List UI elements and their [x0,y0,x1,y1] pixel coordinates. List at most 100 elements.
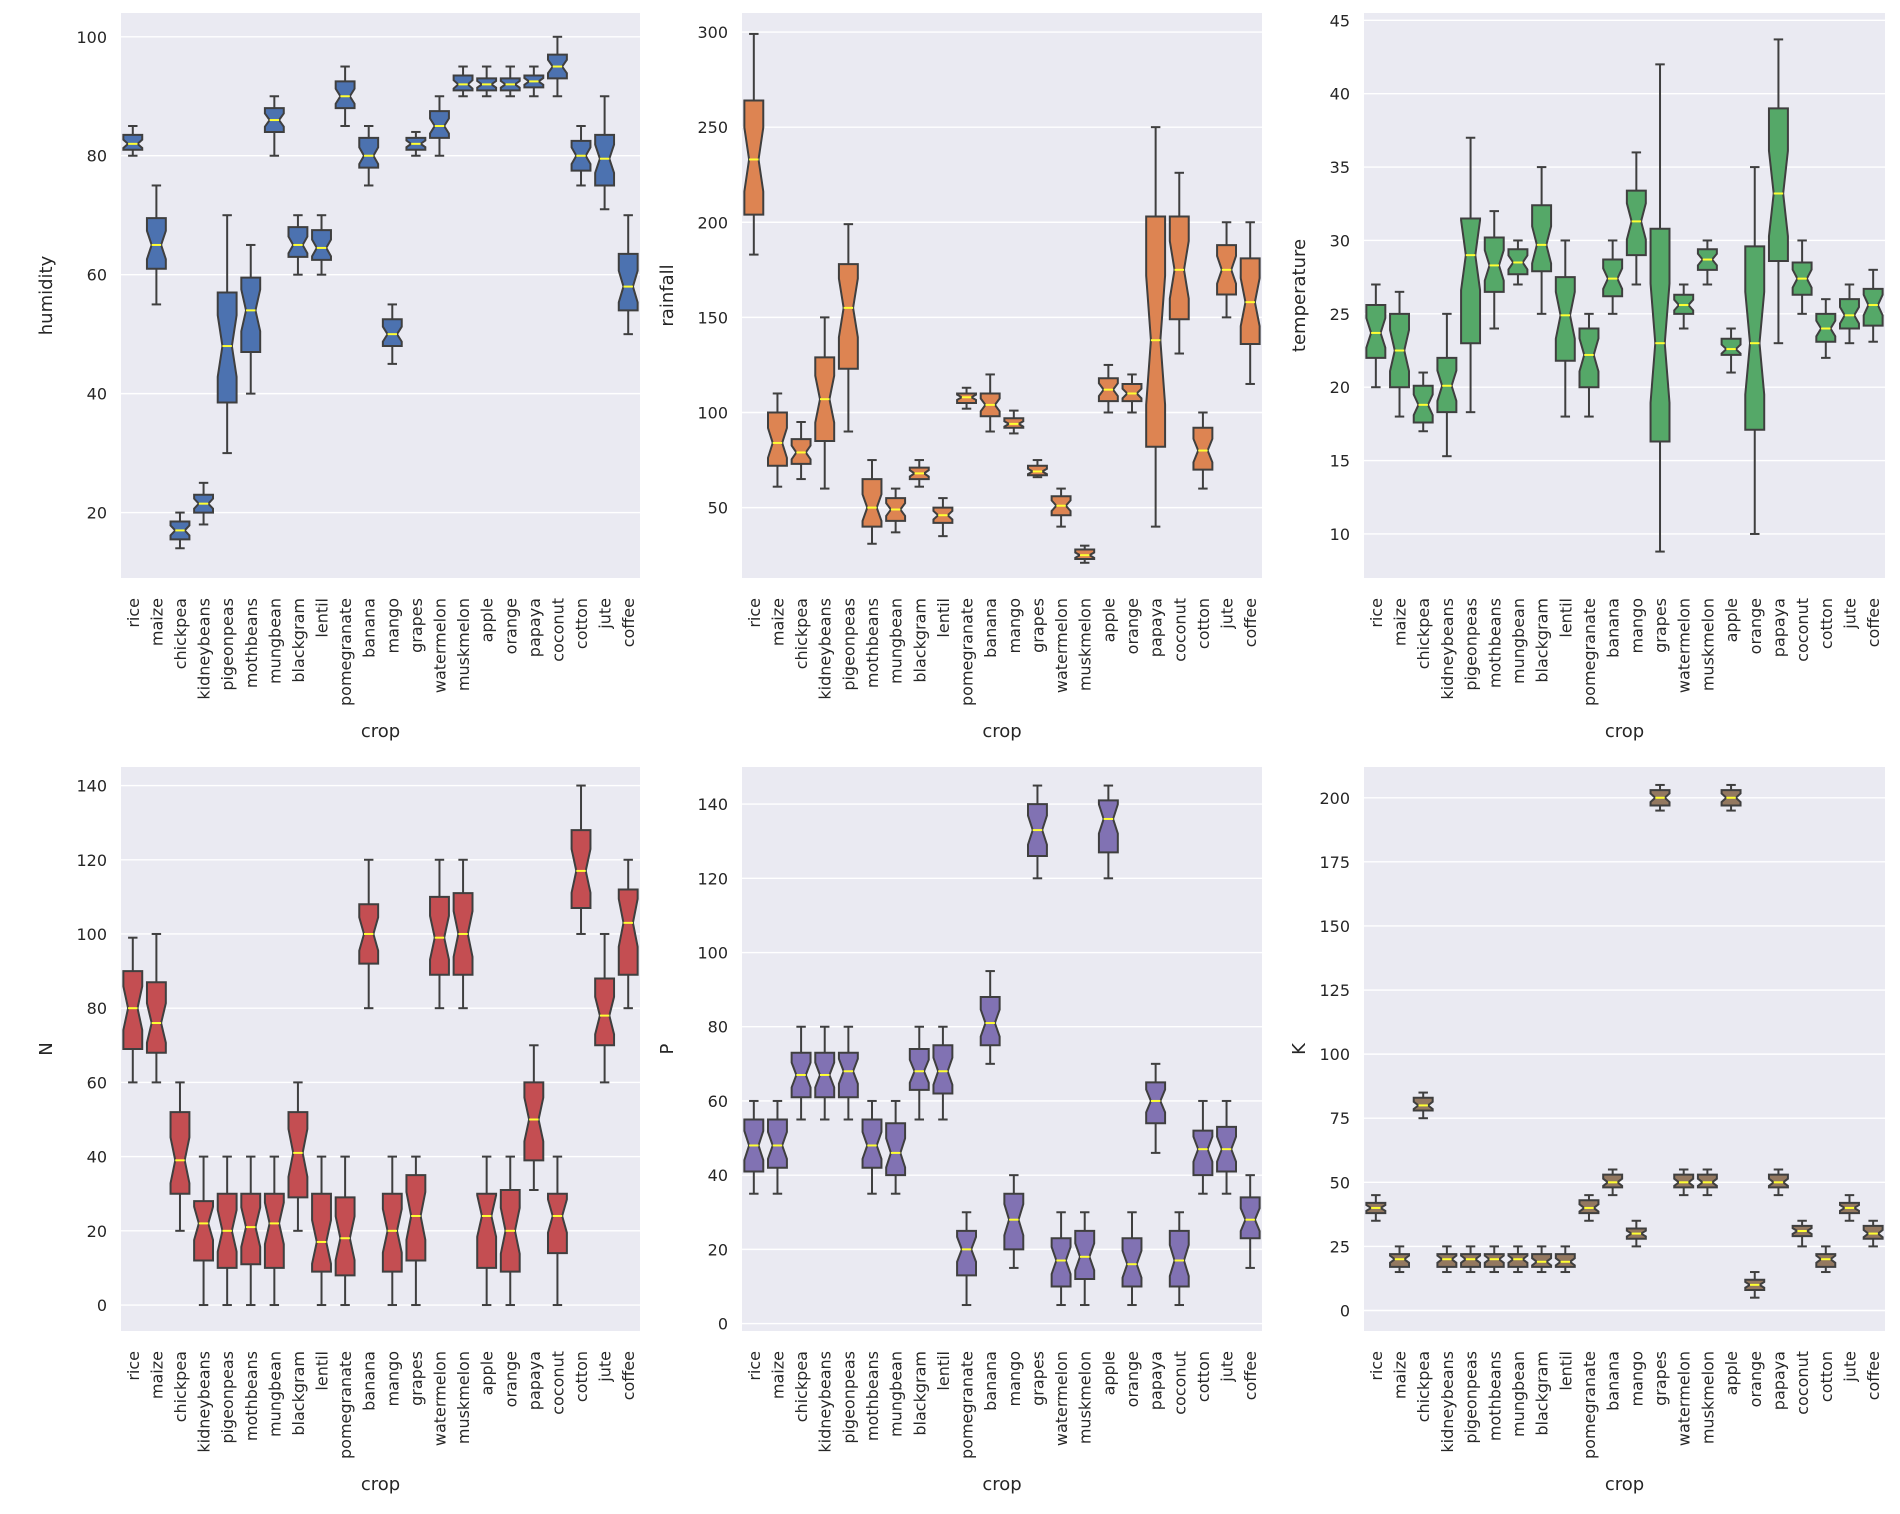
x-tick-label: mothbeans [242,598,261,688]
y-tick-label: 120 [697,869,728,888]
box-mothbeans [1483,1245,1505,1274]
box-cotton [570,125,592,187]
x-tick-label: orange [501,1351,520,1407]
box-body [1839,298,1860,330]
x-tick-label: banana [1604,598,1623,658]
box-rice [1365,1194,1387,1222]
y-tick-label: 150 [1319,917,1350,936]
box-chickpea [790,421,812,481]
box-body [1145,1081,1167,1125]
box-kidneybeans [193,481,215,526]
x-tick-label: lentil [313,1351,332,1391]
box-body [1192,1129,1214,1177]
y-tick-label: 60 [708,1092,728,1111]
box-kidneybeans [814,1025,836,1121]
y-tick-label: 20 [87,504,107,523]
x-tick-label: coffee [1864,598,1883,647]
x-tick-label: kidneybeans [195,1351,214,1453]
box-orange [1744,166,1766,535]
box-body [476,1192,498,1269]
box-body [594,133,616,187]
y-tick-label: 100 [1319,1045,1350,1064]
x-axis-label: crop [1605,721,1644,742]
box-body [743,99,765,216]
box-cotton [1192,411,1214,490]
box-body [932,1044,954,1095]
box-kidneybeans [1436,312,1458,458]
box-body [1436,1253,1458,1268]
y-tick-label: 45 [1330,11,1350,30]
box-banana [1602,1168,1624,1197]
box-jute [594,932,616,1084]
box-banana [979,970,1001,1065]
subplot-P: 0 20 40 60 80 100 120 140 rice maize chickpea kidne… [657,767,1262,1495]
box-lentil [311,1155,332,1307]
y-tick-label: 25 [1330,305,1350,324]
box-pomegranate [334,65,356,127]
box-body [1097,799,1119,854]
subplot-temperature: 10 15 20 25 30 35 40 45 rice maize chickpea kidneyb… [1289,11,1885,742]
box-cotton [1192,1099,1214,1195]
y-axis-label: rainfall [657,264,678,326]
box-maize [1389,1245,1410,1274]
box-mothbeans [240,1155,262,1307]
box-kidneybeans [814,316,836,490]
x-tick-label: kidneybeans [1438,598,1457,700]
box-body [1720,337,1742,356]
box-pigeonpeas [1460,1245,1482,1274]
y-tick-label: 100 [697,403,728,422]
x-tick-label: mango [1005,1351,1024,1406]
box-body [1649,227,1671,443]
box-body [546,1192,568,1255]
y-tick-label: 10 [1330,525,1350,544]
box-blackgram [908,459,930,488]
box-orange [1121,373,1143,414]
box-body [1192,426,1214,471]
box-body [216,291,238,404]
box-body [311,1192,332,1273]
box-coconut [1168,1211,1190,1307]
box-lentil [932,497,954,538]
box-body [1625,189,1647,257]
x-tick-label: coffee [619,1351,638,1400]
box-muskmelon [452,858,474,1010]
x-tick-label: watermelon [1052,1351,1071,1446]
box-pigeonpeas [216,1155,238,1307]
x-tick-label: banana [981,598,1000,658]
box-grapes [1027,459,1048,479]
box-maize [767,1099,788,1195]
x-tick-label: muskmelon [454,1351,473,1444]
box-banana [979,373,1001,433]
box-body [570,829,592,909]
box-mango [381,1155,403,1307]
box-body [1862,1224,1884,1240]
x-tick-label: pomegranate [336,1351,355,1459]
x-tick-label: watermelon [1052,598,1071,693]
box-body [1554,276,1576,362]
x-tick-label: orange [1746,1351,1765,1407]
x-tick-label: banana [1604,1351,1623,1411]
box-body [1168,1229,1190,1288]
x-tick-label: rice [745,598,764,628]
box-body [145,981,167,1054]
box-mango [381,303,403,365]
x-tick-label: pomegranate [1580,598,1599,706]
box-cotton [1815,298,1837,359]
box-orange [1121,1211,1143,1307]
x-tick-label: maize [768,598,787,646]
box-mungbean [1507,239,1529,286]
x-tick-label: mungbean [265,1351,284,1437]
box-grapes [1649,63,1671,553]
y-tick-label: 0 [1340,1301,1350,1320]
box-body [1460,217,1482,345]
x-tick-label: grapes [407,1351,426,1406]
x-axis-label: crop [361,1474,400,1495]
box-body [1460,1253,1482,1268]
x-tick-label: coconut [1793,598,1812,662]
x-tick-label: mothbeans [242,1351,261,1441]
box-body [1767,1173,1789,1189]
x-tick-label: muskmelon [454,598,473,691]
box-maize [767,392,788,488]
x-tick-label: apple [478,598,497,642]
y-tick-label: 60 [87,266,107,285]
